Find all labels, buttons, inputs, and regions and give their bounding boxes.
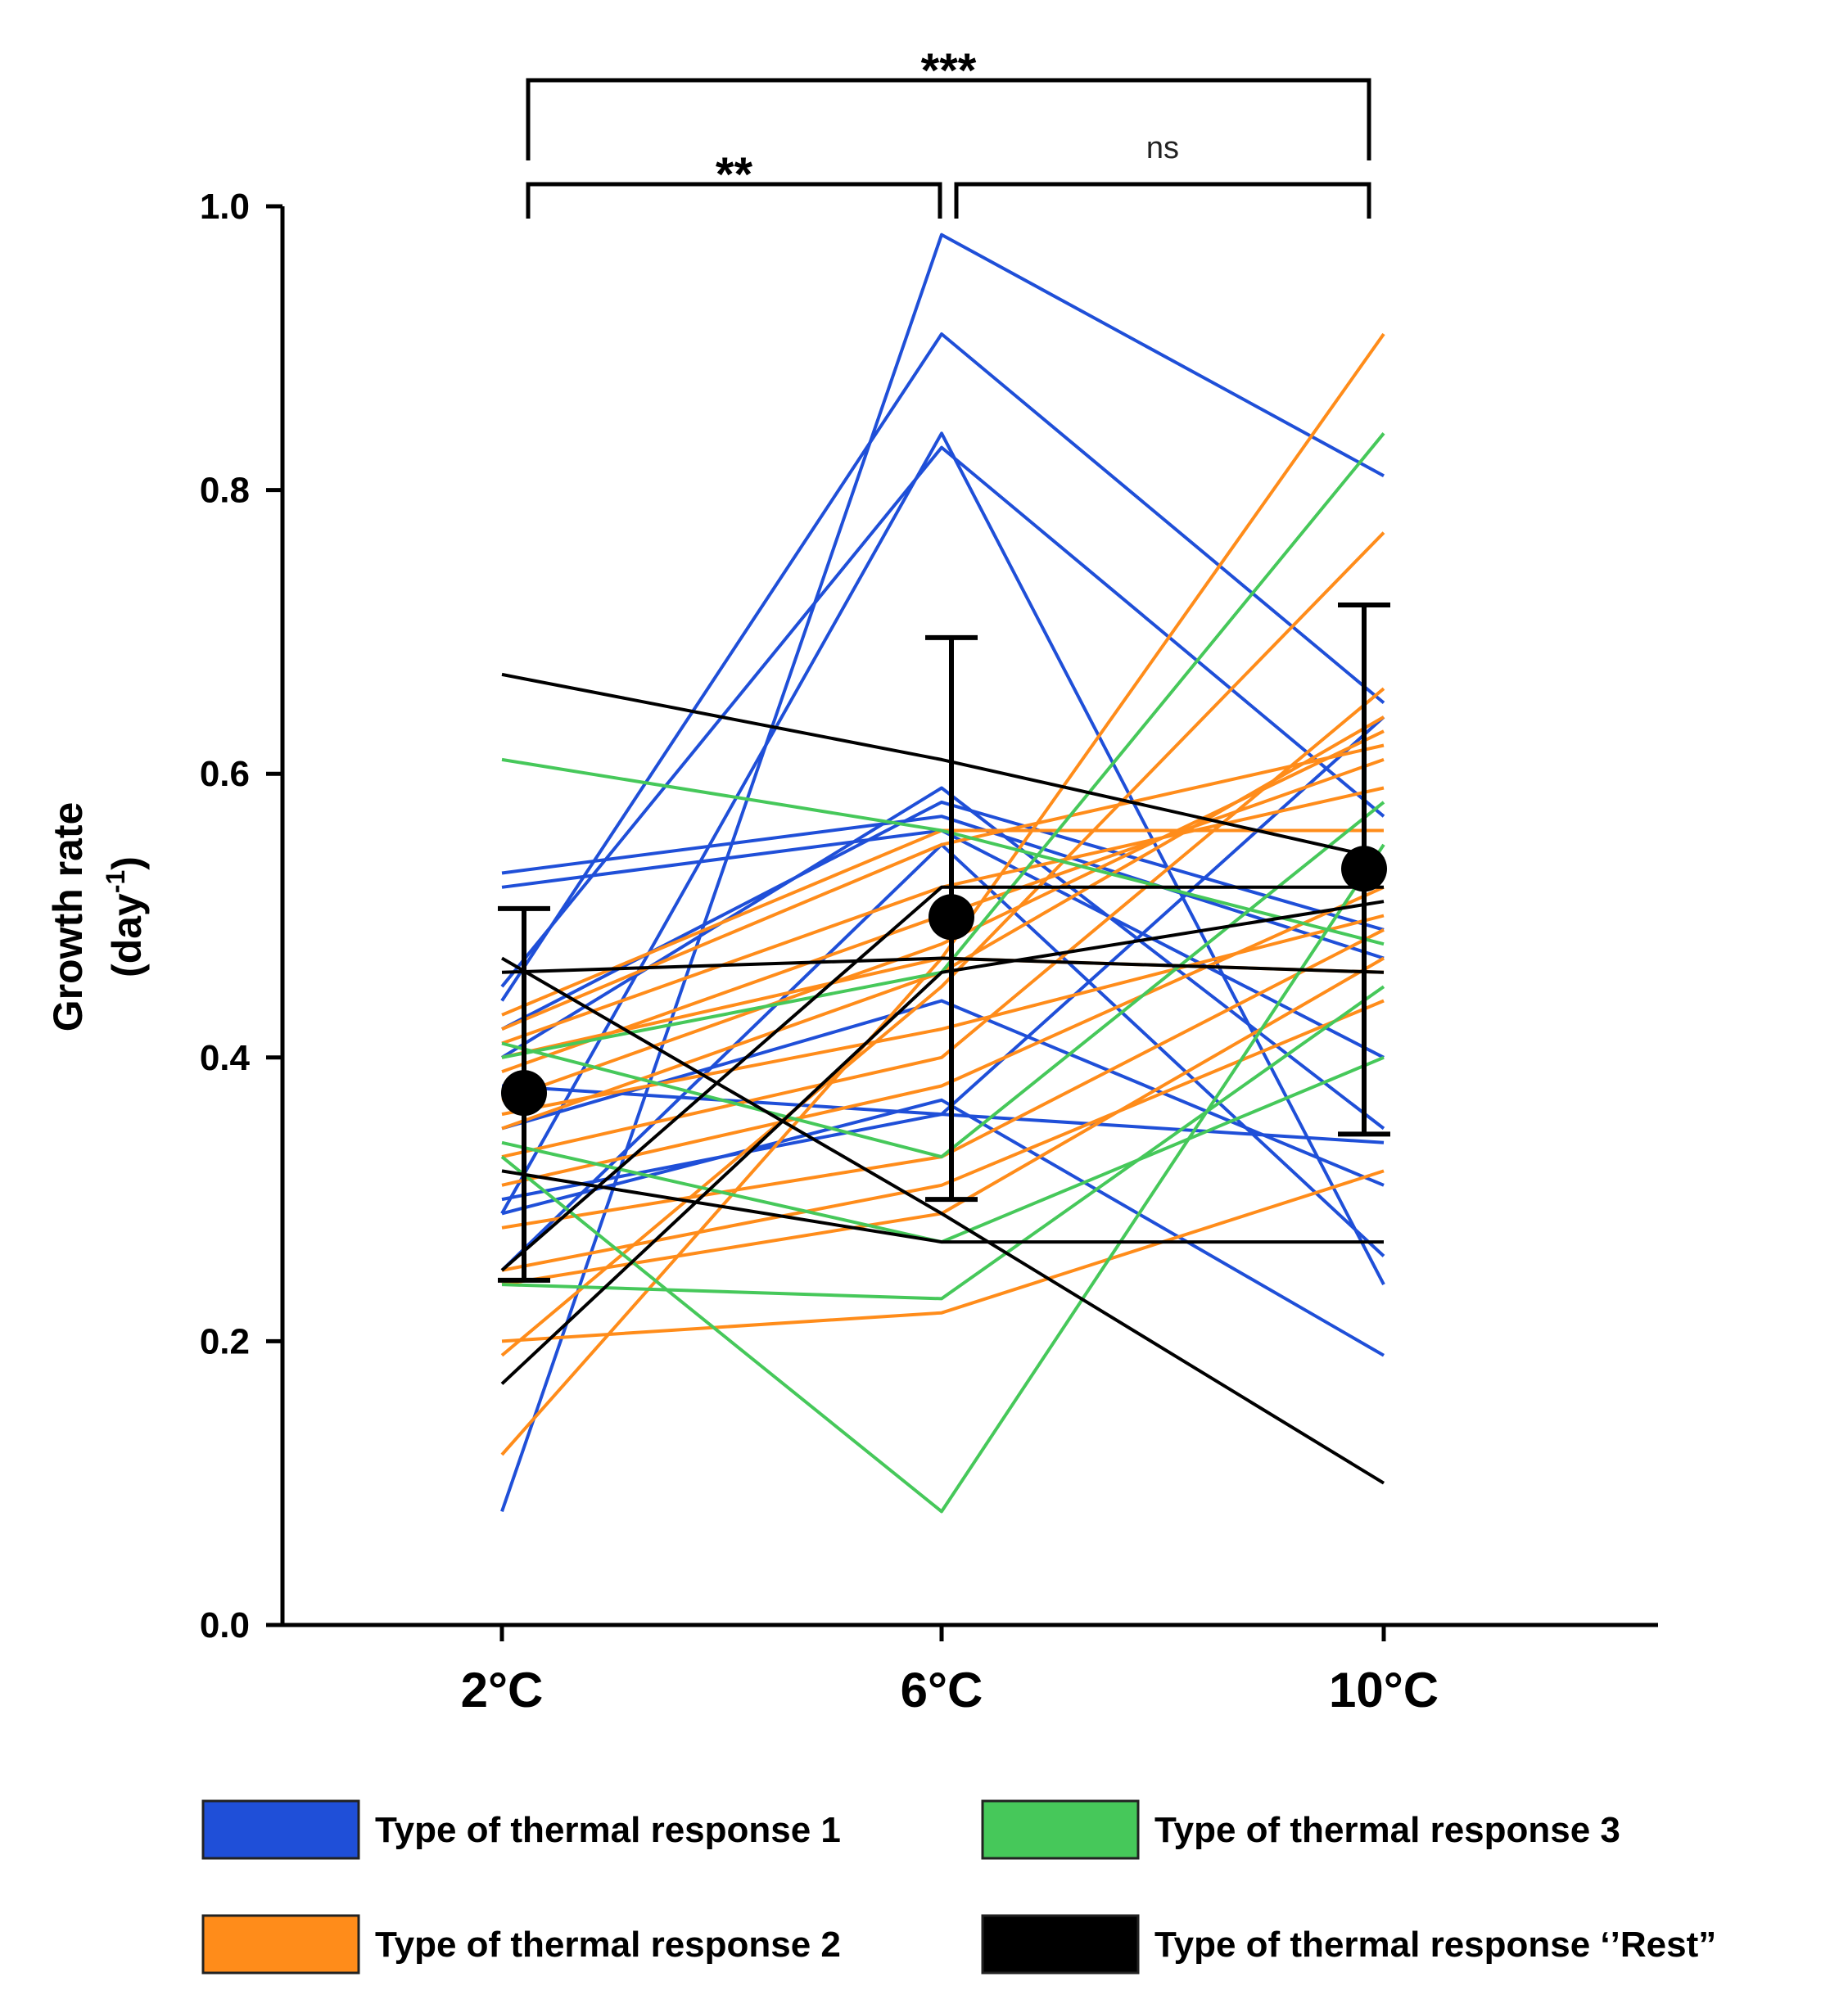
series-line-type3-31 (501, 432, 1385, 1059)
y-tick-label: 1.0 (200, 187, 250, 227)
bracket-line (526, 182, 942, 219)
series-line-type2-15 (500, 531, 1385, 1357)
mean-errorbar-2 (925, 634, 978, 1203)
significance-brackets: ***** ns (526, 44, 1371, 219)
legend-item-rest: Type of thermal response ‘’Rest” (981, 1914, 1716, 1975)
axes (280, 206, 1658, 1627)
x-tick-label: 2°C (461, 1663, 544, 1717)
mean-point (929, 894, 974, 941)
x-tick-label: 6°C (901, 1663, 983, 1717)
series-line-rest-40 (500, 900, 1385, 1385)
y-ticks: 0.0 0.2 0.4 0.6 0.8 1.0 (200, 187, 282, 1645)
bracket-line (526, 78, 1371, 160)
legend-label: Type of thermal response 3 (1154, 1810, 1620, 1850)
significance-bracket-1: *** (526, 44, 1371, 160)
legend-label: Type of thermal response 1 (375, 1810, 841, 1850)
series-line-type2-20 (501, 729, 1385, 1102)
legend-item-type2: Type of thermal response 2 (201, 1914, 841, 1975)
y-tick-label: 0.4 (200, 1038, 251, 1078)
x-ticks: 2°C 6°C 10°C (461, 1625, 1439, 1717)
significance-label: ** (716, 148, 753, 201)
significance-label: *** (921, 44, 977, 97)
series-line-rest-39 (501, 1169, 1384, 1244)
series-line-type3-34 (501, 985, 1385, 1301)
mean-errorbar-1 (498, 905, 550, 1283)
y-tick-label: 0.0 (200, 1605, 250, 1645)
series-line-type1-5 (501, 815, 1385, 960)
series-line-type2-16 (501, 1169, 1385, 1343)
series-line-type3-30 (501, 757, 1385, 946)
mean-errorbar-3 (1338, 602, 1390, 1137)
legend-swatch (201, 1914, 360, 1975)
y-axis-title-line1: Growth rate (45, 802, 91, 1032)
series-line-type1-1 (500, 232, 1385, 1513)
bracket-line (954, 182, 1371, 219)
legend: Type of thermal response 1 Type of therma… (201, 1799, 1716, 1975)
legend-swatch (981, 1914, 1140, 1975)
y-tick-label: 0.2 (200, 1321, 250, 1361)
series-lines (500, 232, 1385, 1514)
significance-bracket-3: ns (954, 131, 1371, 219)
y-tick-label: 0.8 (200, 471, 250, 511)
mean-point (501, 1070, 547, 1117)
legend-swatch (201, 1799, 360, 1860)
legend-label: Type of thermal response ‘’Rest” (1154, 1925, 1716, 1965)
series-line-type2-26 (501, 956, 1385, 1287)
series-line-type2-28 (501, 914, 1385, 1117)
legend-item-type1: Type of thermal response 1 (201, 1799, 841, 1860)
legend-item-type3: Type of thermal response 3 (981, 1799, 1620, 1860)
series-line-type1-4 (500, 445, 1385, 988)
series-line-type1-13 (501, 715, 1385, 1117)
series-line-rest-37 (501, 956, 1385, 974)
mean-point (1341, 846, 1387, 892)
x-tick-label: 10°C (1329, 1663, 1439, 1717)
series-line-rest-38 (500, 956, 1385, 1485)
y-tick-label: 0.6 (200, 754, 250, 794)
series-line-type3-33 (500, 843, 1385, 1514)
significance-label: ns (1146, 131, 1179, 165)
series-line-type2-17 (501, 999, 1385, 1272)
y-axis-title: Growth rate (day-1) (45, 802, 150, 1032)
significance-bracket-2: ** (526, 148, 942, 219)
y-axis-title-line2: (day-1) (101, 856, 150, 977)
legend-label: Type of thermal response 2 (375, 1925, 841, 1965)
series-line-rest-41 (500, 885, 1384, 1272)
series-line-type1-2 (500, 332, 1385, 1002)
series-line-type1-10 (501, 1098, 1385, 1357)
series-line-type2-14 (500, 332, 1385, 1456)
legend-swatch (981, 1799, 1140, 1860)
series-line-rest-36 (501, 672, 1385, 861)
series-line-type3-32 (501, 801, 1385, 1159)
mean-error-bars (498, 602, 1390, 1283)
